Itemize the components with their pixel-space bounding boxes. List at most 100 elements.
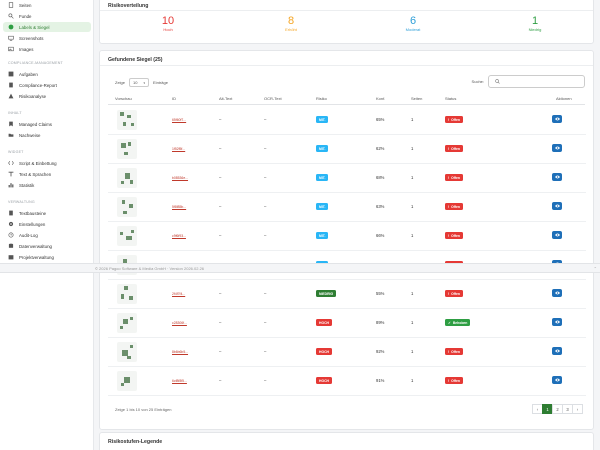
- eye-icon: [554, 146, 560, 150]
- status-label: Offen: [451, 378, 460, 383]
- seal-id-link[interactable]: 2f4f7f4...: [172, 292, 186, 296]
- seal-id-link[interactable]: 8b6b6b5...: [172, 350, 189, 354]
- sidebar-item-document[interactable]: Textbausteine: [3, 208, 91, 218]
- sidebar-item-image[interactable]: Images: [3, 44, 91, 54]
- view-button[interactable]: [552, 144, 562, 152]
- next-page-button[interactable]: ›: [572, 404, 583, 414]
- view-button[interactable]: [552, 231, 562, 239]
- table-row: 5f8f85b... – – MIT. 63% 1 ! Offen: [108, 193, 586, 222]
- sidebar-item-gear[interactable]: Einstellungen: [3, 219, 91, 229]
- view-button[interactable]: [552, 173, 562, 181]
- view-button[interactable]: [552, 289, 562, 297]
- report-icon: [8, 82, 14, 88]
- sidebar-item-search[interactable]: Funde: [3, 11, 91, 21]
- column-header[interactable]: Konf.: [376, 96, 386, 101]
- status-badge: ! Offen: [445, 145, 463, 152]
- seal-id-link[interactable]: 65f60f7...: [172, 118, 187, 122]
- sidebar-item-label: Textbausteine: [19, 210, 47, 216]
- scroll-up-icon[interactable]: ⌃: [593, 266, 597, 271]
- seal-id-link[interactable]: c28306f...: [172, 321, 187, 325]
- column-header[interactable]: ID: [172, 96, 176, 101]
- sidebar-item-code[interactable]: Script & Einbettung: [3, 158, 91, 168]
- seal-thumbnail[interactable]: [117, 110, 137, 130]
- status-label: Offen: [451, 291, 460, 296]
- seal-icon: [8, 24, 14, 30]
- sidebar-section-title: INHALT: [8, 111, 22, 115]
- ocr-text-cell: –: [264, 117, 267, 122]
- view-button[interactable]: [552, 318, 562, 326]
- sidebar-section-title: VERWALTUNG: [8, 200, 35, 204]
- seal-thumbnail[interactable]: [117, 284, 137, 304]
- risk-badge: HOCH: [316, 377, 332, 384]
- risk-label: Erhöht: [285, 27, 297, 32]
- seal-thumbnail[interactable]: [117, 139, 137, 159]
- column-header[interactable]: Status: [445, 96, 457, 101]
- sidebar-item-tasks[interactable]: Aufgaben: [3, 69, 91, 79]
- seal-thumbnail[interactable]: [117, 197, 137, 217]
- sidebar-item-label: Managed Claims: [19, 121, 52, 127]
- sidebar-item-label: Funde: [19, 13, 32, 19]
- risk-count-niedrig: 1: [531, 15, 539, 27]
- view-button[interactable]: [552, 347, 562, 355]
- seal-thumbnail[interactable]: [117, 313, 137, 333]
- sidebar-item-seal[interactable]: Labels & Siegel: [3, 22, 91, 32]
- chevron-down-icon: ▾: [143, 80, 146, 85]
- confidence-cell: 63%: [376, 204, 385, 209]
- sidebar-item-warning[interactable]: Risikoanalyse: [3, 91, 91, 101]
- sidebar-item-label: Audit-Log: [19, 232, 38, 238]
- search-control: Suche:: [472, 75, 585, 88]
- confidence-cell: 62%: [376, 146, 385, 151]
- seal-id-link[interactable]: 6cf8f8f5...: [172, 379, 187, 383]
- alert-icon: !: [448, 175, 450, 180]
- seal-thumbnail[interactable]: [117, 226, 137, 246]
- sidebar-item-history[interactable]: Audit-Log: [3, 230, 91, 240]
- sidebar-item-label: Script & Einbettung: [19, 160, 57, 166]
- warning-icon: [8, 93, 14, 99]
- column-header[interactable]: Aktionen: [556, 96, 572, 101]
- view-button[interactable]: [552, 115, 562, 123]
- view-button[interactable]: [552, 202, 562, 210]
- risk-badge: MIT.: [316, 232, 329, 239]
- pagination: ‹ 1 2 3 ›: [532, 404, 583, 414]
- ocr-text-cell: –: [264, 291, 267, 296]
- sidebar-item-text[interactable]: Text & Sprachen: [3, 169, 91, 179]
- alert-icon: !: [448, 378, 450, 383]
- column-header[interactable]: Alt-Text: [219, 96, 233, 101]
- sidebar-item-bookmark[interactable]: Managed Claims: [3, 119, 91, 129]
- sidebar-item-chart[interactable]: Statistik: [3, 180, 91, 190]
- status-badge: ✓ Behoben: [445, 319, 471, 326]
- column-header[interactable]: Vorschau: [115, 96, 132, 101]
- seal-id-link[interactable]: c9f6f93...: [172, 234, 186, 238]
- confidence-cell: 91%: [376, 378, 385, 383]
- risk-count-moderat: 6: [409, 15, 417, 27]
- column-header[interactable]: Risiko: [316, 96, 327, 101]
- sidebar-item-database[interactable]: Datenverwaltung: [3, 241, 91, 251]
- seal-id-link[interactable]: b08536e...: [172, 176, 189, 180]
- eye-icon: [554, 349, 560, 353]
- seal-thumbnail[interactable]: [117, 371, 137, 391]
- show-suffix-label: Einträge: [153, 80, 168, 85]
- column-header[interactable]: Seiten: [411, 96, 423, 101]
- sidebar: Seiten Funde Labels & Siegel Screenshots…: [0, 0, 94, 450]
- search-input[interactable]: [488, 75, 585, 88]
- ocr-text-cell: –: [264, 204, 267, 209]
- status-badge: ! Offen: [445, 174, 463, 181]
- sidebar-item-page[interactable]: Seiten: [3, 0, 91, 10]
- alt-text-cell: –: [219, 175, 222, 180]
- seal-thumbnail[interactable]: [117, 168, 137, 188]
- sidebar-item-folder[interactable]: Nachweise: [3, 130, 91, 140]
- pages-cell: 1: [411, 146, 414, 151]
- column-header[interactable]: OCR-Text: [264, 96, 282, 101]
- sidebar-item-label: Einstellungen: [19, 221, 46, 227]
- sidebar-item-report[interactable]: Compliance-Report: [3, 80, 91, 90]
- page-size-select[interactable]: 10 ▾: [129, 78, 150, 87]
- seal-id-link[interactable]: 5f8f85b...: [172, 205, 187, 209]
- view-button[interactable]: [552, 376, 562, 384]
- sidebar-item-monitor[interactable]: Screenshots: [3, 33, 91, 43]
- alt-text-cell: –: [219, 204, 222, 209]
- seal-id-link[interactable]: 1f52f5f...: [172, 147, 186, 151]
- sidebar-item-project[interactable]: Projektverwaltung: [3, 252, 91, 262]
- alt-text-cell: –: [219, 378, 222, 383]
- table-summary: Zeige 1 bis 10 von 25 Einträgen: [115, 407, 172, 412]
- seal-thumbnail[interactable]: [117, 342, 137, 362]
